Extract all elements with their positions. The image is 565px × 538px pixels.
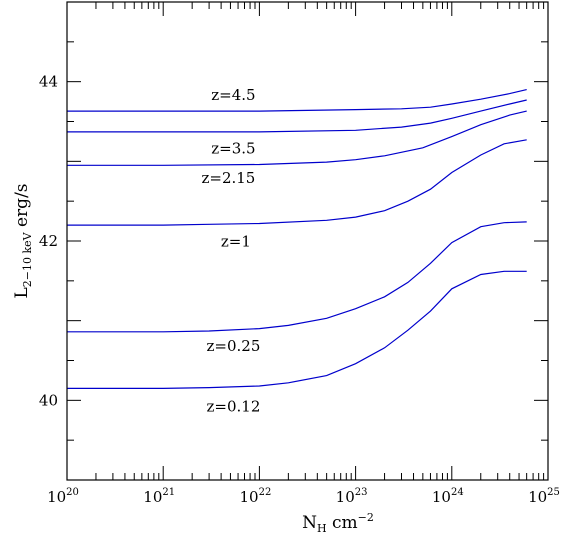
series-line	[67, 139, 527, 226]
plot-frame	[66, 1, 549, 481]
x-tick-label: 1024	[432, 487, 464, 506]
y-axis-label: L2−10 keV erg/s	[12, 183, 34, 298]
series-line	[67, 89, 527, 112]
y-tick-label: 42	[39, 232, 58, 250]
x-tick-label: 1021	[143, 487, 175, 506]
tick-labels: 1020 1021 1022 1023 1024 1025 40 42 44	[39, 73, 560, 506]
x-tick-label: 1023	[336, 487, 368, 506]
y-axis-label-group: L2−10 keV erg/s	[12, 183, 34, 298]
series-label: z=2.15	[201, 169, 255, 187]
x-axis-label: NH cm−2	[302, 511, 374, 535]
y-tick-label: 40	[39, 391, 58, 409]
series-label: z=1	[221, 233, 251, 251]
y-tick-label: 44	[39, 73, 58, 91]
axis-ticks	[66, 1, 549, 481]
series-label: z=4.5	[211, 86, 255, 104]
series-label: z=0.12	[207, 397, 261, 415]
x-tick-label: 1022	[239, 487, 271, 506]
x-tick-label: 1020	[47, 487, 79, 506]
series-line	[67, 270, 527, 389]
series-lines	[67, 89, 527, 389]
series-label: z=0.25	[207, 337, 261, 355]
series-line	[67, 221, 527, 333]
x-tick-label: 1025	[528, 487, 560, 506]
series-labels: z=4.5 z=3.5 z=2.15 z=1 z=0.25 z=0.12	[201, 86, 260, 415]
series-line	[67, 99, 527, 133]
series-label: z=3.5	[211, 139, 255, 157]
series-line	[67, 110, 527, 166]
